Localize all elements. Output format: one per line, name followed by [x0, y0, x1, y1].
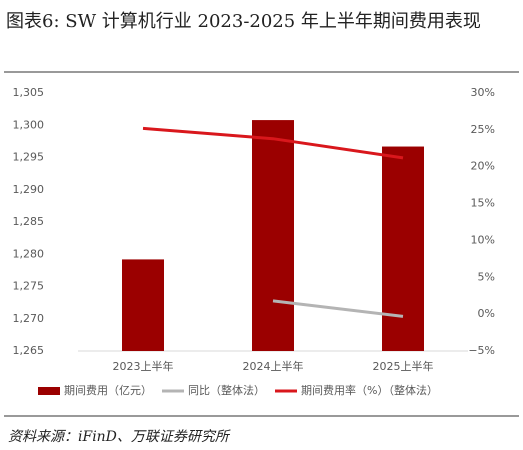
legend-label: 同比（整体法）: [188, 383, 265, 397]
y-tick-label: 1,300: [13, 118, 45, 131]
x-tick-label: 2024上半年: [243, 359, 304, 373]
y-tick-label: 1,285: [13, 215, 45, 228]
y2-tick-label: 0%: [478, 307, 495, 320]
y2-tick-label: 5%: [478, 270, 495, 283]
chart-title: 图表6: SW 计算机行业 2023-2025 年上半年期间费用表现: [6, 11, 481, 32]
bar: [122, 259, 164, 351]
y-tick-label: 1,270: [13, 312, 45, 325]
legend-label: 期间费用（亿元）: [64, 384, 152, 397]
line: [142, 126, 404, 160]
y2-tick-label: 15%: [471, 197, 495, 210]
y-tick-label: 1,290: [13, 183, 45, 196]
y2-tick-label: 20%: [471, 160, 495, 173]
y2-tick-label: 10%: [471, 233, 495, 246]
legend-label: 期间费用率（%）（整体法）: [301, 383, 438, 397]
legend-swatch: [38, 387, 60, 395]
x-tick-label: 2025上半年: [373, 359, 434, 373]
y-tick-label: 1,295: [13, 151, 45, 164]
line: [272, 299, 404, 318]
y-tick-label: 1,275: [13, 280, 45, 293]
y-tick-label: 1,305: [13, 86, 45, 99]
y-tick-label: 1,265: [13, 344, 45, 357]
y2-tick-label: 25%: [471, 123, 495, 136]
x-tick-label: 2023上半年: [113, 359, 174, 373]
bar: [382, 146, 424, 351]
y2-tick-label: −5%: [468, 344, 495, 357]
bar: [252, 120, 294, 351]
source: 资料来源：iFinD、万联证券研究所: [8, 429, 229, 445]
y-tick-label: 1,280: [13, 247, 45, 260]
y2-tick-label: 30%: [471, 86, 495, 99]
